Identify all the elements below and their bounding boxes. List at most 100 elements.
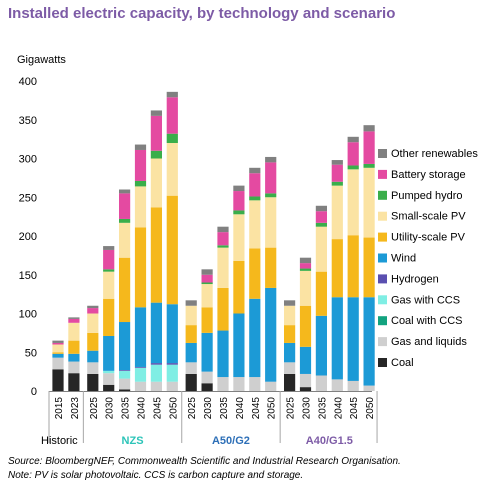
bar-segment-utility-scale-pv xyxy=(103,298,115,336)
bar-segment-gas-and-liquids xyxy=(284,362,296,374)
legend-swatch xyxy=(378,211,387,221)
legend-swatch xyxy=(378,337,387,347)
bar-segment-gas-and-liquids xyxy=(347,380,359,391)
legend-label: Wind xyxy=(391,253,416,265)
x-tick-label: 2030 xyxy=(105,397,116,420)
legend-item: Small-scale PV xyxy=(378,211,466,223)
bar-segment-pumped-hydro xyxy=(249,196,261,201)
bar-segment-gas-and-liquids xyxy=(299,373,312,388)
bar-segment-wind xyxy=(217,330,229,378)
bar-segment-gas-and-liquids xyxy=(134,381,147,391)
legend-label: Pumped hydro xyxy=(391,190,463,202)
legend-label: Coal xyxy=(391,357,414,369)
x-tick-label: 2030 xyxy=(302,397,313,420)
bar-stack-1 xyxy=(68,317,80,391)
legend-item: Pumped hydro xyxy=(378,190,463,202)
bar-segment-utility-scale-pv xyxy=(284,325,296,343)
x-tick-label: 2040 xyxy=(235,397,246,420)
x-tick-label: 2045 xyxy=(349,397,360,420)
bar-segment-coal xyxy=(284,373,296,391)
bar-segment-utility-scale-pv xyxy=(331,239,343,298)
bar-segment-small-scale-pv xyxy=(166,143,178,196)
bar-segment-utility-scale-pv xyxy=(150,207,162,303)
bar-segment-gas-and-liquids xyxy=(52,357,64,370)
legend-item: Battery storage xyxy=(378,169,466,181)
bar-segment-other-renewables xyxy=(347,136,359,143)
bar-segment-small-scale-pv xyxy=(185,305,197,326)
bar-stack-16 xyxy=(315,205,327,391)
legend-label: Utility-scale PV xyxy=(391,232,466,244)
bar-segment-battery-storage xyxy=(166,97,178,134)
bar-stack-18 xyxy=(347,136,359,391)
y-tick-label-350: 350 xyxy=(19,115,37,127)
bar-segment-gas-with-ccs xyxy=(134,367,147,382)
bar-segment-other-renewables xyxy=(249,167,261,174)
bar-segment-other-renewables xyxy=(315,205,327,212)
legend-item: Coal with CCS xyxy=(378,315,463,327)
bar-segment-small-scale-pv xyxy=(233,214,245,261)
legend-item: Utility-scale PV xyxy=(378,232,466,244)
legend-swatch xyxy=(378,169,387,179)
legend-item: Wind xyxy=(378,253,416,265)
bar-segment-small-scale-pv xyxy=(52,344,64,353)
bar-segment-battery-storage xyxy=(68,318,80,323)
chart-title: Installed electric capacity, by technolo… xyxy=(8,5,396,22)
legend: Other renewables Battery storage Pumped hy… xyxy=(378,148,478,369)
bar-segment-utility-scale-pv xyxy=(119,257,131,323)
y-tick-label-50: 50 xyxy=(25,347,37,359)
bar-segment-gas-and-liquids xyxy=(331,379,343,391)
bar-segment-utility-scale-pv xyxy=(166,195,178,305)
bar-segment-wind xyxy=(134,307,147,367)
bar-segment-coal xyxy=(201,383,213,391)
bar-segment-hydrogen xyxy=(166,363,178,365)
bar-segment-battery-storage xyxy=(249,173,261,197)
bar-segment-other-renewables xyxy=(299,257,312,264)
bar-segment-gas-and-liquids xyxy=(87,362,99,374)
legend-item: Hydrogen xyxy=(378,273,439,285)
legend-label: Gas with CCS xyxy=(391,294,460,306)
bar-segment-wind xyxy=(315,315,327,376)
bar-segment-other-renewables xyxy=(166,91,178,98)
x-tick-label: 2045 xyxy=(152,397,163,420)
bar-segment-small-scale-pv xyxy=(315,226,327,272)
bar-segment-small-scale-pv xyxy=(103,271,115,299)
bar-stack-5 xyxy=(134,144,147,391)
x-tick-label: 2040 xyxy=(333,397,344,420)
bar-segment-other-renewables xyxy=(150,110,162,116)
legend-label: Coal with CCS xyxy=(391,315,463,327)
bar-stack-3 xyxy=(103,246,115,391)
bar-segment-battery-storage xyxy=(52,342,64,345)
bar-segment-utility-scale-pv xyxy=(87,332,99,351)
footnote: Source: BloombergNEF, Commonwealth Scien… xyxy=(8,455,401,483)
bar-segment-battery-storage xyxy=(347,142,359,166)
bar-segment-utility-scale-pv xyxy=(265,247,277,288)
x-tick-label: 2015 xyxy=(54,397,65,420)
y-tick-label-250: 250 xyxy=(19,192,37,204)
bar-segment-wind xyxy=(265,287,277,382)
bar-segment-small-scale-pv xyxy=(87,313,99,333)
bar-segment-pumped-hydro xyxy=(363,163,375,168)
abbreviation-note: Note: PV is solar photovoltaic. CCS is c… xyxy=(8,470,304,481)
y-axis: 0 50 100 150 200 250 300 350 400 xyxy=(19,76,37,398)
bar-segment-other-renewables xyxy=(331,160,343,165)
bar-segment-other-renewables xyxy=(284,300,296,306)
bar-segment-battery-storage xyxy=(299,263,312,269)
bar-segment-gas-and-liquids xyxy=(68,361,80,374)
bar-segment-small-scale-pv xyxy=(150,158,162,208)
bar-segment-battery-storage xyxy=(233,191,245,211)
bar-stack-7 xyxy=(166,91,178,391)
legend-item: Gas and liquids xyxy=(378,336,467,348)
bar-stack-19 xyxy=(363,125,375,391)
legend-item: Other renewables xyxy=(378,148,478,160)
bar-segment-other-renewables xyxy=(233,185,245,192)
group-label: A50/G2 xyxy=(212,435,250,447)
bar-segment-utility-scale-pv xyxy=(52,352,64,354)
bar-segment-wind xyxy=(347,297,359,381)
bar-segment-wind xyxy=(150,302,162,364)
legend-label: Battery storage xyxy=(391,169,466,181)
bar-segment-utility-scale-pv xyxy=(347,235,359,298)
bar-segment-pumped-hydro xyxy=(347,165,359,170)
bar-segment-small-scale-pv xyxy=(217,247,229,288)
y-tick-label-150: 150 xyxy=(19,270,37,282)
bar-segment-other-renewables xyxy=(265,156,277,163)
